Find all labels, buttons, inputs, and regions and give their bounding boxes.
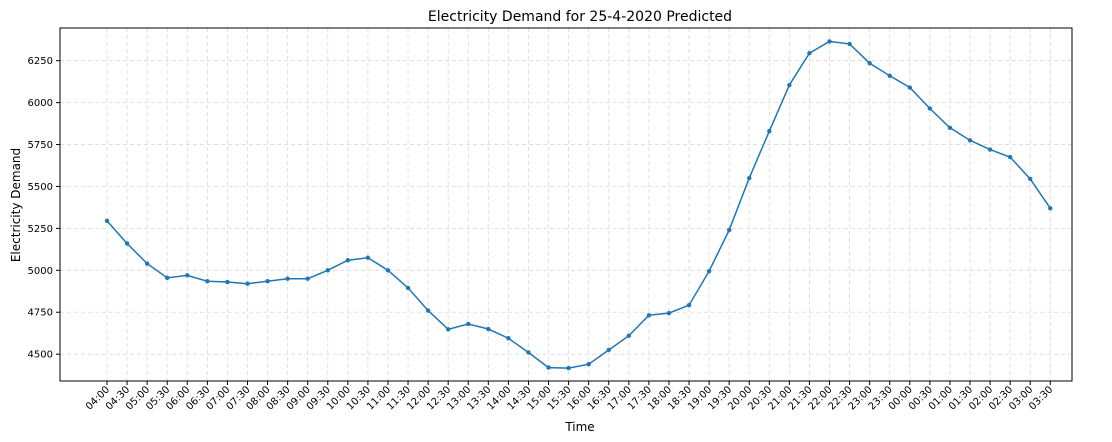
y-axis: 4500 4750 5000 5250 5500 5750 6000 6250 <box>28 56 60 361</box>
y-axis-label: Electricity Demand <box>9 148 23 262</box>
data-point <box>747 175 752 181</box>
data-point <box>365 255 371 260</box>
data-point <box>666 310 672 316</box>
data-point <box>526 350 531 355</box>
y-tick-label: 5750 <box>28 140 53 151</box>
data-point <box>225 279 230 285</box>
data-point <box>927 106 933 111</box>
data-point <box>947 125 953 130</box>
data-point <box>185 273 190 278</box>
data-point <box>405 285 411 291</box>
data-point <box>486 326 491 332</box>
data-point <box>305 276 310 281</box>
data-point <box>245 281 250 286</box>
y-tick-label: 6000 <box>28 98 53 109</box>
data-point <box>205 279 210 284</box>
data-point <box>726 227 732 233</box>
data-point <box>1048 206 1053 211</box>
data-point <box>606 347 611 353</box>
data-point <box>626 333 632 338</box>
data-point <box>1007 154 1013 160</box>
data-point <box>285 276 290 281</box>
y-tick-label: 6250 <box>28 56 53 67</box>
data-point <box>646 313 652 318</box>
data-point <box>265 279 270 284</box>
data-point <box>867 61 872 66</box>
series-points <box>104 39 1053 371</box>
data-point <box>686 303 692 308</box>
data-point <box>385 268 391 273</box>
data-point <box>104 218 110 224</box>
data-point <box>165 275 170 281</box>
series-line <box>106 40 1051 369</box>
data-point <box>967 138 973 143</box>
data-point <box>767 128 772 134</box>
y-tick-label: 4750 <box>28 308 53 319</box>
plot-area <box>59 27 1073 382</box>
data-point <box>506 336 511 341</box>
data-point <box>987 147 993 152</box>
data-point <box>445 327 451 332</box>
y-tick-label: 5000 <box>28 266 53 277</box>
y-tick-label: 4500 <box>28 350 53 361</box>
data-point <box>124 241 130 246</box>
data-point <box>827 39 832 44</box>
data-point <box>566 365 571 371</box>
x-axis-label: Time <box>564 420 594 434</box>
y-tick-label: 5250 <box>28 224 53 235</box>
data-point <box>1028 176 1033 182</box>
y-tick-label: 5500 <box>28 182 53 193</box>
data-point <box>807 50 812 56</box>
data-point <box>847 41 852 47</box>
grid <box>60 28 1072 381</box>
data-point <box>466 321 471 327</box>
data-point <box>887 73 892 78</box>
data-point <box>425 308 431 313</box>
data-point <box>787 82 792 88</box>
x-axis: 04:0004:3005:0005:3006:0006:3007:0007:30… <box>84 381 1055 413</box>
data-point <box>144 261 150 266</box>
data-point <box>706 268 712 274</box>
data-point <box>907 85 912 90</box>
data-point <box>586 362 591 367</box>
data-point <box>325 268 330 273</box>
chart-title: Electricity Demand for 25-4-2020 Predict… <box>428 9 732 25</box>
data-point <box>345 258 351 263</box>
data-point <box>546 365 551 370</box>
